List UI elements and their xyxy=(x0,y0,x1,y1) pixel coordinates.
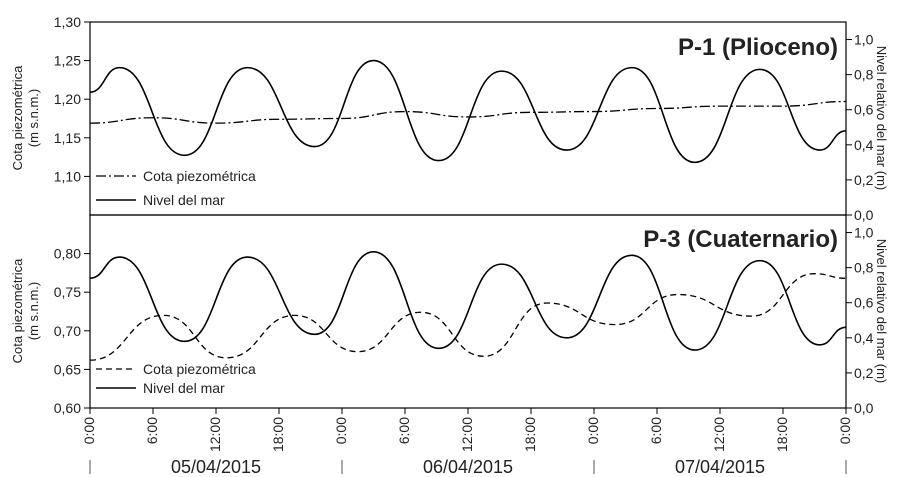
right-axis-tick-label: 0,8 xyxy=(854,260,874,276)
x-axis-tick-label: 6:00 xyxy=(648,417,664,444)
x-axis-tick-label: 0:00 xyxy=(837,417,853,444)
date-label: 07/04/2015 xyxy=(675,457,765,477)
left-ylabel-line: (m s.n.m.) xyxy=(26,282,41,341)
left-axis-tick-label: 0,60 xyxy=(54,400,81,416)
series-p3-nivel-del-mar xyxy=(89,251,847,351)
panel-p3-title: P-3 (Cuaternario) xyxy=(643,226,838,253)
panel-p3: 0,80 0,75 0,70 0,65 0,60 0,0 0,2 0,4 0,6 0,8 1,0 P… xyxy=(10,214,889,416)
right-axis-tick-label: 0,6 xyxy=(854,295,874,311)
right-axis-tick-label: 1,0 xyxy=(854,225,874,241)
x-axis-tick-label: 18:00 xyxy=(522,417,538,452)
left-ylabel-line: Cota piezométrica xyxy=(10,65,25,171)
panel-p1-series xyxy=(89,59,847,164)
x-axis: 0:00 6:00 12:00 18:00 0:00 6:00 12:00 18:00 0:00… xyxy=(81,408,853,452)
legend-p3-mar-label: Nivel del mar xyxy=(143,380,225,396)
left-ylabel-line: (m s.n.m.) xyxy=(26,89,41,148)
legend-p1-cota-label: Cota piezométrica xyxy=(143,168,256,184)
panel-p3-left-ylabel: Cota piezométrica(m s.n.m.) xyxy=(10,258,41,364)
x-axis-tick-label: 12:00 xyxy=(207,417,223,452)
x-axis-tick-label: 12:00 xyxy=(711,417,727,452)
series-p3-cota-piezometrica xyxy=(89,273,847,361)
panel-p1-title: P-1 (Plioceno) xyxy=(678,34,838,61)
panel-p1-ticks: 1,30 1,25 1,20 1,15 1,10 0,0 0,2 0,4 0,6 0,8 1,0 xyxy=(54,14,874,223)
left-ylabel-line: Cota piezométrica xyxy=(10,258,25,364)
right-axis-tick-label: 0,0 xyxy=(854,207,874,223)
left-axis-tick-label: 1,15 xyxy=(54,130,81,146)
panel-p1-left-ylabel: Cota piezométrica(m s.n.m.) xyxy=(10,65,41,171)
left-axis-tick-label: 0,65 xyxy=(54,361,81,377)
x-axis-tick-label: 6:00 xyxy=(396,417,412,444)
right-axis-tick-label: 0,6 xyxy=(854,102,874,118)
date-label: 05/04/2015 xyxy=(171,457,261,477)
series-p1-cota-piezometrica xyxy=(89,100,847,124)
legend-p3-cota-label: Cota piezométrica xyxy=(143,361,256,377)
left-axis-tick-label: 1,10 xyxy=(54,168,81,184)
panel-p1-legend: Cota piezométrica Nivel del mar xyxy=(96,168,256,208)
left-axis-tick-label: 1,30 xyxy=(54,14,81,30)
left-axis-tick-label: 0,80 xyxy=(54,246,81,262)
panel-p3-legend: Cota piezométrica Nivel del mar xyxy=(96,361,256,396)
x-axis-tick-label: 0:00 xyxy=(333,417,349,444)
left-axis-tick-label: 0,70 xyxy=(54,323,81,339)
panel-p3-ticks: 0,80 0,75 0,70 0,65 0,60 0,0 0,2 0,4 0,6 0,8 1,0 xyxy=(54,225,874,416)
right-axis-tick-label: 0,4 xyxy=(854,330,874,346)
date-label: 06/04/2015 xyxy=(423,457,513,477)
left-axis-tick-label: 1,25 xyxy=(54,53,81,69)
x-axis-tick-label: 18:00 xyxy=(270,417,286,452)
left-axis-tick-label: 0,75 xyxy=(54,284,81,300)
panel-p1-right-ylabel: Nivel relativo del mar (m) xyxy=(874,46,889,190)
panel-p3-series xyxy=(89,251,847,361)
right-axis-tick-label: 0,0 xyxy=(854,400,874,416)
series-p1-nivel-del-mar xyxy=(89,59,847,164)
right-axis-tick-label: 0,2 xyxy=(854,365,874,381)
date-row: 05/04/2015 06/04/2015 07/04/2015 xyxy=(89,457,847,477)
right-axis-tick-label: 0,2 xyxy=(854,172,874,188)
right-axis-tick-label: 0,8 xyxy=(854,67,874,83)
x-axis-tick-label: 0:00 xyxy=(81,417,97,444)
legend-p1-mar-label: Nivel del mar xyxy=(143,192,225,208)
right-axis-tick-label: 0,4 xyxy=(854,137,874,153)
panel-p1: 1,30 1,25 1,20 1,15 1,10 0,0 0,2 0,4 0,6 0,8 1,0 P… xyxy=(10,14,889,223)
x-axis-tick-label: 12:00 xyxy=(459,417,475,452)
x-axis-tick-label: 6:00 xyxy=(144,417,160,444)
right-axis-tick-label: 1,0 xyxy=(854,32,874,48)
panel-p3-right-ylabel: Nivel relativo del mar (m) xyxy=(874,239,889,383)
x-axis-tick-label: 0:00 xyxy=(585,417,601,444)
x-axis-tick-label: 18:00 xyxy=(774,417,790,452)
left-axis-tick-label: 1,20 xyxy=(54,91,81,107)
